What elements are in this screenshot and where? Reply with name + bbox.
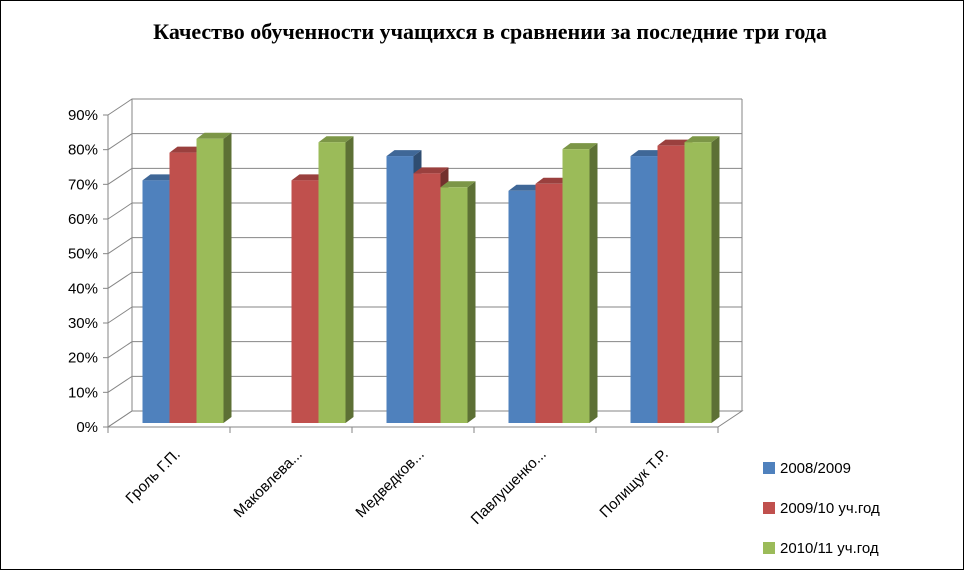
bar-top xyxy=(386,150,422,157)
x-tick-label: Медведков... xyxy=(352,446,427,521)
bar xyxy=(440,181,476,423)
bar-side xyxy=(345,136,354,423)
bar-top xyxy=(196,132,232,139)
bar xyxy=(196,132,232,423)
legend-label: 2009/10 уч.год xyxy=(780,500,880,517)
bar xyxy=(562,143,598,423)
y-tick-label: 40% xyxy=(68,280,98,297)
x-tick-label: Павлушенко... xyxy=(468,446,550,528)
bar xyxy=(318,136,354,423)
y-axis: 0% 10% 20% 30% 40% 50% 60% 70% 80% 90% xyxy=(68,99,743,436)
bar-top xyxy=(508,184,544,191)
x-axis: Гроль Г.П. Маковлева... Медведков... Павлуш… xyxy=(107,426,719,528)
bar-front xyxy=(562,149,590,423)
bar-top xyxy=(142,174,178,181)
bar-top xyxy=(657,139,693,146)
y-tick-label: 0% xyxy=(76,419,98,436)
bar-front xyxy=(413,173,441,423)
bar-front xyxy=(142,180,170,423)
y-tick-label: 10% xyxy=(68,384,98,401)
x-tick-label: Маковлева... xyxy=(231,446,306,521)
legend: 2008/2009 2009/10 уч.год 2010/11 уч.год xyxy=(763,460,880,557)
y-tick-label: 50% xyxy=(68,246,98,263)
legend-swatch xyxy=(763,462,775,474)
y-tick-label: 80% xyxy=(68,142,98,159)
bar xyxy=(684,136,720,423)
x-tick-label: Полищук Т.Р. xyxy=(596,446,671,521)
bar-top xyxy=(535,177,571,184)
bar-front xyxy=(169,152,197,423)
bar-side xyxy=(467,181,476,423)
bar-side xyxy=(711,136,720,423)
y-tick-label: 20% xyxy=(68,350,98,367)
chart-title: Качество обученности учащихся в сравнени… xyxy=(153,19,827,44)
bars xyxy=(142,132,720,424)
bar-front xyxy=(657,145,685,423)
bar-front xyxy=(684,142,712,423)
y-tick-label: 60% xyxy=(68,211,98,228)
x-tick-label: Гроль Г.П. xyxy=(122,446,183,507)
y-tick-label: 70% xyxy=(68,176,98,193)
legend-swatch xyxy=(763,542,775,554)
bar-top xyxy=(318,136,354,143)
bar-side xyxy=(589,143,598,423)
bar-front xyxy=(630,156,658,424)
y-tick-label: 90% xyxy=(68,107,98,124)
bar-top xyxy=(291,174,327,181)
y-tick-label: 30% xyxy=(68,315,98,332)
bar-front xyxy=(386,156,414,424)
bar-front xyxy=(291,180,319,423)
bar-top xyxy=(169,146,205,153)
legend-label: 2008/2009 xyxy=(780,460,851,477)
bar-front xyxy=(318,142,346,423)
bar-top xyxy=(440,181,476,188)
legend-label: 2010/11 уч.год xyxy=(780,540,879,557)
bar-front xyxy=(196,138,224,423)
bar-front xyxy=(440,187,468,423)
bar-side xyxy=(223,132,232,423)
bar-front xyxy=(508,190,536,423)
bar-top xyxy=(684,136,720,143)
bar-front xyxy=(535,183,563,423)
bar-top xyxy=(413,167,449,174)
legend-swatch xyxy=(763,502,775,514)
bar-top xyxy=(630,150,666,157)
bar-top xyxy=(562,143,598,150)
